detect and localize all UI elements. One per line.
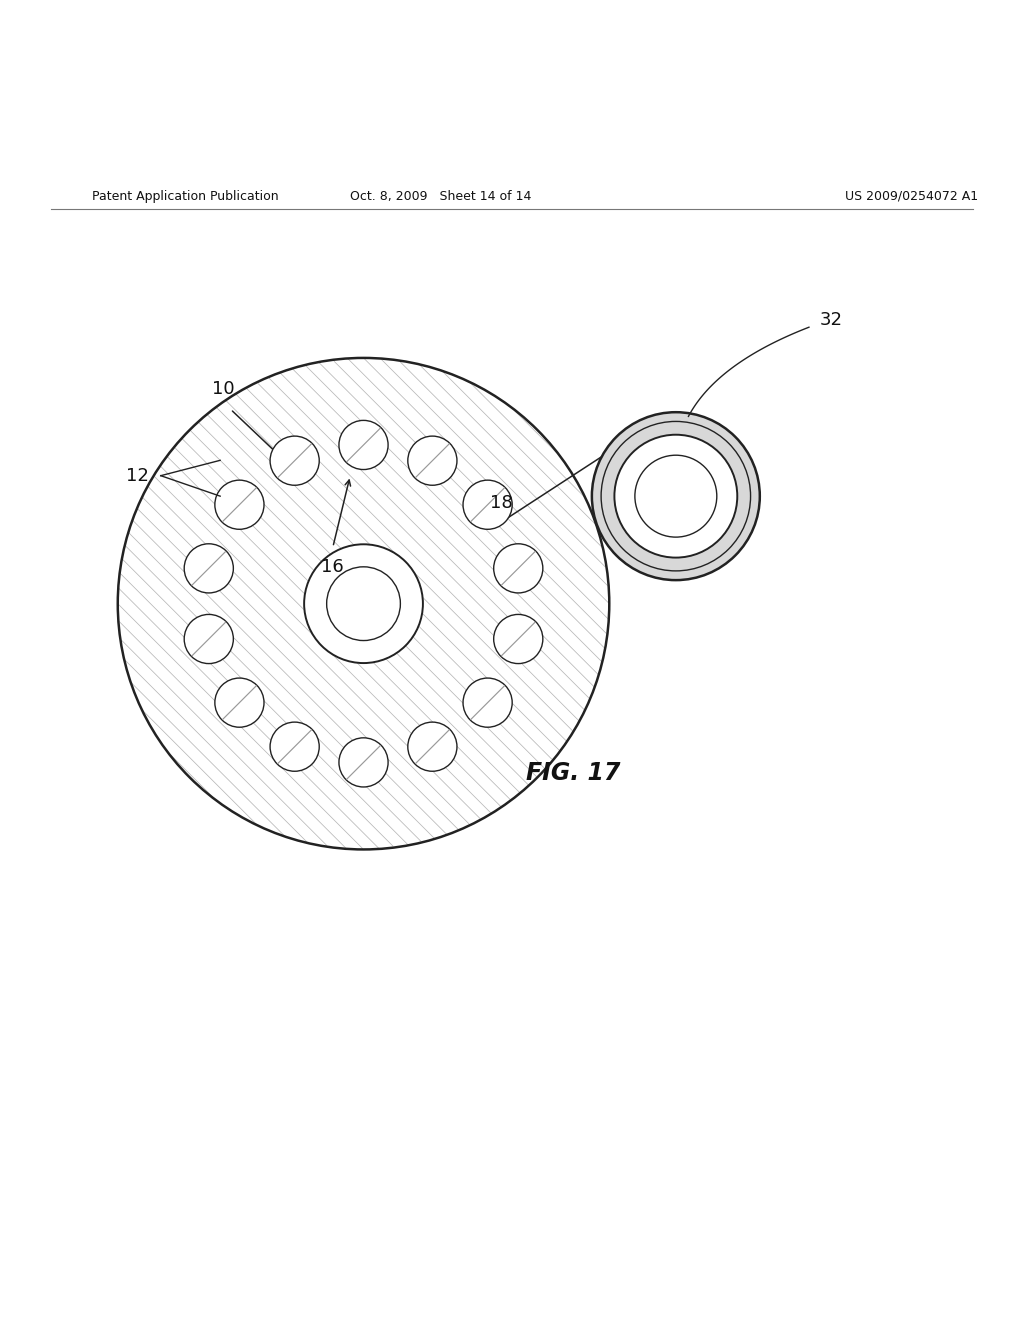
Text: 18: 18 (490, 494, 513, 512)
Circle shape (408, 436, 457, 486)
Circle shape (270, 722, 319, 771)
Text: Patent Application Publication: Patent Application Publication (92, 190, 279, 203)
Text: 32: 32 (819, 312, 842, 329)
Text: 16: 16 (322, 557, 344, 576)
Circle shape (614, 434, 737, 557)
Circle shape (215, 678, 264, 727)
Circle shape (339, 420, 388, 470)
Text: US 2009/0254072 A1: US 2009/0254072 A1 (845, 190, 978, 203)
Circle shape (215, 480, 264, 529)
Text: 10: 10 (212, 380, 234, 397)
Circle shape (327, 566, 400, 640)
Circle shape (463, 678, 512, 727)
Text: 12: 12 (126, 467, 148, 484)
Circle shape (592, 412, 760, 579)
Circle shape (494, 544, 543, 593)
Text: FIG. 17: FIG. 17 (526, 760, 621, 784)
Circle shape (408, 722, 457, 771)
Circle shape (635, 455, 717, 537)
Circle shape (184, 614, 233, 664)
Circle shape (463, 480, 512, 529)
Circle shape (494, 614, 543, 664)
Circle shape (339, 738, 388, 787)
Circle shape (270, 436, 319, 486)
Text: Oct. 8, 2009   Sheet 14 of 14: Oct. 8, 2009 Sheet 14 of 14 (349, 190, 531, 203)
Circle shape (184, 544, 233, 593)
Circle shape (304, 544, 423, 663)
